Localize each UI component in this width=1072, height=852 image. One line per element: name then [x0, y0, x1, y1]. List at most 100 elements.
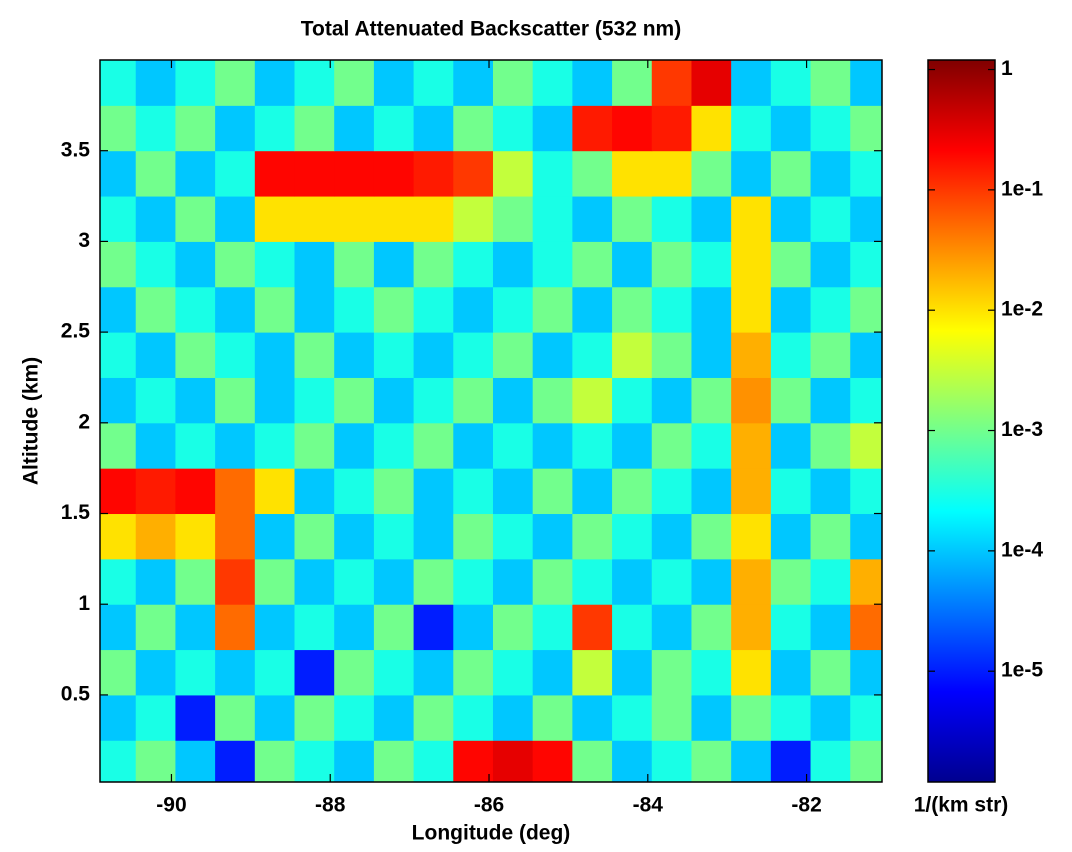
- heatmap-cell: [175, 105, 216, 152]
- heatmap-cell: [294, 332, 335, 378]
- heatmap-cell: [135, 604, 176, 651]
- heatmap-cell: [215, 105, 256, 152]
- heatmap-cell: [215, 422, 256, 469]
- heatmap-cell: [135, 150, 176, 197]
- heatmap-cell: [334, 150, 375, 197]
- heatmap-cell: [850, 60, 882, 106]
- heatmap-cell: [572, 196, 613, 242]
- heatmap-cell: [175, 694, 216, 741]
- heatmap-cell: [850, 105, 882, 152]
- heatmap-cell: [100, 196, 137, 242]
- heatmap-cell: [691, 286, 732, 333]
- heatmap-cell: [651, 558, 692, 605]
- heatmap-cell: [651, 649, 692, 696]
- heatmap-cell: [731, 241, 772, 288]
- heatmap-cell: [810, 332, 851, 378]
- heatmap-cell: [810, 150, 851, 197]
- y-tick-label: 2: [78, 410, 90, 433]
- heatmap-cell: [612, 468, 653, 515]
- heatmap-cell: [691, 558, 732, 605]
- heatmap-cell: [572, 332, 613, 378]
- heatmap-cell: [175, 604, 216, 651]
- heatmap-cell: [770, 604, 812, 651]
- heatmap-cell: [294, 468, 335, 515]
- heatmap-cell: [294, 60, 335, 106]
- heatmap-cell: [691, 150, 732, 197]
- heatmap-cell: [612, 604, 653, 651]
- heatmap-cell: [532, 422, 573, 469]
- heatmap-cell: [770, 649, 812, 696]
- y-tick-label: 3.5: [61, 138, 91, 161]
- heatmap-cell: [532, 377, 573, 424]
- heatmap-cell: [453, 60, 494, 106]
- x-tick-label: -88: [315, 794, 346, 817]
- heatmap-cell: [612, 105, 653, 152]
- y-axis-label: Altitude (km): [20, 357, 43, 485]
- heatmap-cell: [413, 286, 454, 333]
- heatmap-cell: [850, 649, 882, 696]
- heatmap-cell: [731, 377, 772, 424]
- heatmap-cell: [532, 150, 573, 197]
- colorbar: [928, 60, 995, 782]
- heatmap-cell: [810, 377, 851, 424]
- heatmap-cell: [135, 649, 176, 696]
- heatmap-cell: [373, 196, 415, 242]
- heatmap-cell: [492, 604, 534, 651]
- heatmap-cell: [572, 377, 613, 424]
- colorbar-tick-label: 1e-2: [1001, 298, 1043, 321]
- heatmap-cell: [532, 196, 573, 242]
- heatmap-cell: [612, 286, 653, 333]
- heatmap-cell: [612, 332, 653, 378]
- y-tick-label: 2.5: [61, 320, 91, 343]
- heatmap-cell: [612, 422, 653, 469]
- heatmap-cell: [731, 694, 772, 741]
- heatmap-cell: [651, 196, 692, 242]
- heatmap-cell: [215, 558, 256, 605]
- heatmap-cell: [731, 740, 772, 782]
- chart-title: Total Attenuated Backscatter (532 nm): [301, 18, 681, 41]
- heatmap-cell: [651, 241, 692, 288]
- heatmap-cell: [135, 377, 176, 424]
- heatmap-cell: [100, 513, 137, 560]
- heatmap-cell: [770, 468, 812, 515]
- heatmap-cell: [373, 513, 415, 560]
- heatmap-cell: [100, 332, 137, 378]
- heatmap-cell: [373, 60, 415, 106]
- heatmap-cell: [373, 558, 415, 605]
- heatmap-cell: [135, 241, 176, 288]
- heatmap-cell: [770, 377, 812, 424]
- heatmap-cell: [373, 604, 415, 651]
- x-tick-label: -90: [156, 794, 186, 817]
- heatmap-cell: [334, 377, 375, 424]
- heatmap-cell: [373, 740, 415, 782]
- heatmap-cell: [731, 468, 772, 515]
- heatmap-cell: [175, 150, 216, 197]
- heatmap-cell: [100, 150, 137, 197]
- heatmap-cell: [254, 604, 296, 651]
- heatmap-cell: [572, 558, 613, 605]
- heatmap-cell: [175, 377, 216, 424]
- heatmap-cell: [100, 60, 137, 106]
- heatmap-cell: [492, 422, 534, 469]
- heatmap-cell: [691, 694, 732, 741]
- heatmap-cell: [215, 150, 256, 197]
- heatmap-cell: [453, 604, 494, 651]
- heatmap-cell: [334, 604, 375, 651]
- heatmap-cell: [175, 649, 216, 696]
- heatmap-cell: [413, 60, 454, 106]
- heatmap-cell: [532, 604, 573, 651]
- heatmap-cell: [135, 468, 176, 515]
- heatmap-cell: [294, 649, 335, 696]
- heatmap-cell: [691, 422, 732, 469]
- heatmap-cell: [731, 558, 772, 605]
- heatmap-cell: [770, 241, 812, 288]
- heatmap-cell: [651, 513, 692, 560]
- colorbar-tick-label: 1e-3: [1001, 418, 1043, 441]
- heatmap-cell: [850, 558, 882, 605]
- heatmap-cell: [810, 422, 851, 469]
- heatmap-cell: [413, 150, 454, 197]
- heatmap-cell: [731, 604, 772, 651]
- heatmap-cell: [651, 105, 692, 152]
- heatmap-cell: [100, 740, 137, 782]
- heatmap-cell: [453, 286, 494, 333]
